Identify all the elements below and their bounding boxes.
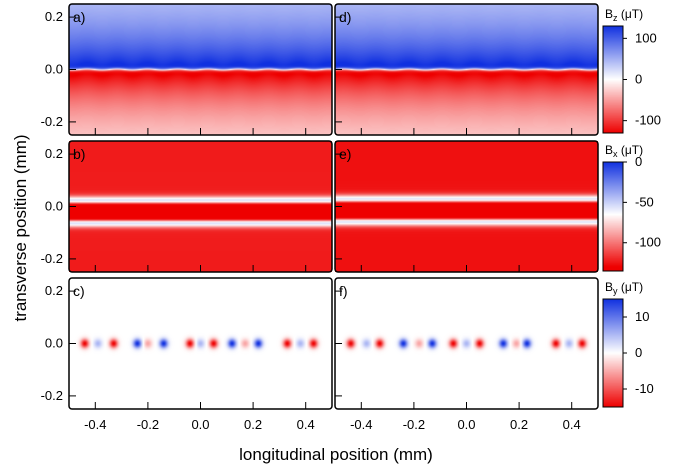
colorbar-tick-label: -100	[635, 113, 661, 128]
panel-label: c)	[73, 283, 85, 299]
colorbar-tick-label: -50	[635, 194, 654, 209]
panel-label: a)	[73, 9, 85, 25]
x-tick-label: -0.4	[84, 417, 106, 432]
colorbar-title: By (μT)	[605, 280, 643, 296]
colorbar-tick-label: 10	[635, 309, 649, 324]
colorbar-image	[603, 299, 623, 407]
y-tick-label: 0.0	[45, 199, 63, 214]
colorbar-title: Bx (μT)	[605, 143, 643, 159]
x-tick-label: 0.2	[244, 417, 262, 432]
colorbar-tick-label: -100	[635, 235, 661, 250]
y-tick-label: -0.2	[41, 251, 63, 266]
y-tick-label: 0.0	[45, 62, 63, 77]
y-axis-title: transverse position (mm)	[11, 134, 30, 321]
colorbar-frame	[602, 161, 624, 272]
panel-label: b)	[73, 146, 85, 162]
colorbar-title: Bz (μT)	[605, 7, 643, 23]
heatmap-image-d	[335, 4, 598, 135]
x-tick-label: 0.2	[510, 417, 528, 432]
heatmap-image-e	[335, 141, 598, 272]
x-tick-label: -0.2	[403, 417, 425, 432]
x-tick-label: 0.4	[297, 417, 315, 432]
colorbar-tick-label: 0	[635, 345, 642, 360]
y-tick-label: -0.2	[41, 114, 63, 129]
y-tick-label: 0.2	[45, 283, 63, 298]
colorbar-tick-label: 0	[635, 154, 642, 169]
x-tick-label: 0.4	[563, 417, 581, 432]
x-tick-label: 0.0	[191, 417, 209, 432]
colorbar-tick-label: 0	[635, 72, 642, 87]
y-tick-label: 0.2	[45, 9, 63, 24]
heatmap-image-b	[69, 141, 332, 272]
colorbar-tick-label: -10	[635, 381, 654, 396]
heatmap-image-a	[69, 4, 332, 135]
panel-label: f)	[339, 283, 348, 299]
colorbar-image	[603, 162, 623, 271]
panel-label: d)	[339, 9, 351, 25]
colorbar-image	[603, 26, 623, 133]
heatmap-image-c	[69, 278, 332, 409]
x-axis-title: longitudinal position (mm)	[239, 445, 433, 464]
heatmap-image-f	[335, 278, 598, 409]
x-tick-label: -0.2	[137, 417, 159, 432]
colorbar-tick-label: 100	[635, 30, 657, 45]
panel-label: e)	[339, 146, 351, 162]
y-tick-label: -0.2	[41, 388, 63, 403]
y-tick-label: 0.2	[45, 146, 63, 161]
x-tick-label: 0.0	[457, 417, 475, 432]
x-tick-label: -0.4	[350, 417, 372, 432]
y-tick-label: 0.0	[45, 336, 63, 351]
